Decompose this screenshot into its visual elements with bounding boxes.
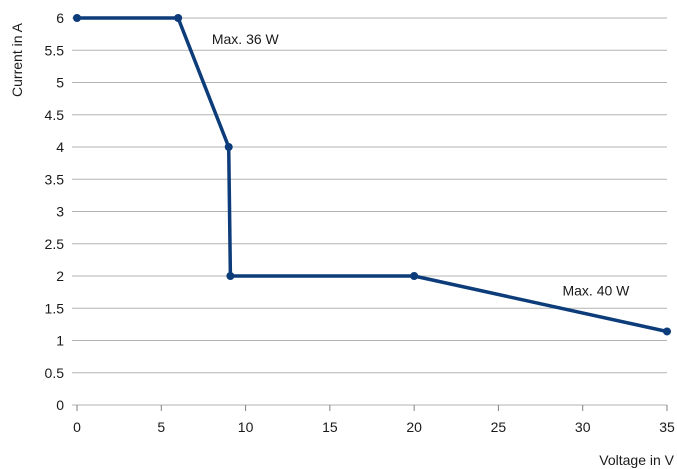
data-point: [224, 143, 233, 151]
x-tick-label: 5: [157, 419, 165, 435]
x-axis-title: Voltage in V: [599, 452, 674, 468]
y-tick-label: 1: [56, 333, 64, 349]
y-axis-title: Current in A: [9, 22, 25, 97]
data-point: [410, 272, 419, 280]
annotation-max-40w: Max. 40 W: [562, 282, 630, 298]
x-tick-label: 35: [659, 419, 675, 435]
y-tick-label: 4.5: [45, 107, 65, 123]
y-tick-label: 3: [56, 204, 64, 220]
series-path: [75, 16, 669, 334]
y-tick-label: 5: [56, 75, 64, 91]
tick-labels: 0 0.5 1 1.5 2 2.5 3 3.5 4 4.5 5 5.5 6 0 5 10 15 20 25 30 35: [45, 10, 675, 435]
data-point: [174, 14, 183, 22]
axis-ticks: [76, 405, 668, 411]
x-tick-label: 15: [322, 419, 338, 435]
annotation-max-36w: Max. 36 W: [212, 31, 280, 47]
data-point: [73, 14, 81, 22]
grid-lines: [72, 17, 667, 406]
data-points: [73, 14, 671, 336]
series-line: [75, 16, 669, 334]
x-tick-label: 30: [575, 419, 591, 435]
y-tick-label: 6: [56, 10, 64, 26]
x-tick-label: 25: [491, 419, 507, 435]
y-tick-label: 3.5: [45, 171, 65, 187]
x-tick-label: 10: [238, 419, 254, 435]
data-point: [226, 272, 235, 280]
y-tick-label: 1.5: [45, 300, 65, 316]
y-tick-label: 5.5: [45, 42, 65, 58]
y-tick-label: 2.5: [45, 236, 65, 252]
x-tick-label: 0: [73, 419, 81, 435]
y-tick-label: 4: [56, 139, 64, 155]
y-tick-label: 2: [56, 268, 64, 284]
data-point: [663, 327, 671, 336]
x-tick-label: 20: [406, 419, 422, 435]
y-tick-label: 0: [56, 397, 64, 413]
y-tick-label: 0.5: [45, 365, 65, 381]
